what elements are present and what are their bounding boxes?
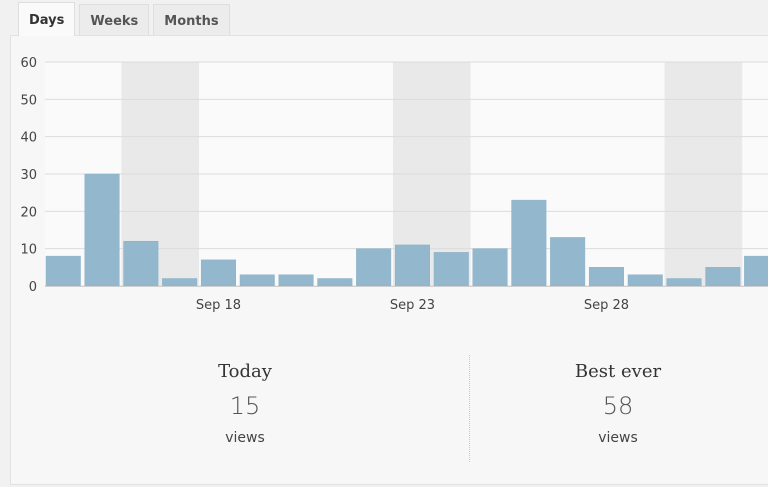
bar [239, 274, 275, 287]
y-tick-label: 60 [20, 56, 37, 71]
bar [45, 255, 81, 287]
bar [433, 252, 469, 287]
today-value: 15 [229, 392, 261, 420]
tab-months[interactable]: Months [153, 4, 230, 36]
best-ever-unit: views [598, 430, 638, 446]
bar [666, 278, 702, 287]
y-tick-label: 40 [20, 131, 37, 146]
tab-weeks[interactable]: Weeks [79, 4, 150, 36]
period-tabs: Days Weeks Months [18, 0, 234, 36]
y-tick-label: 50 [20, 93, 37, 108]
bar [394, 244, 430, 287]
bar [123, 240, 159, 287]
bar [588, 267, 624, 287]
bar [627, 274, 663, 287]
best-ever-value: 58 [602, 392, 634, 420]
bar [317, 278, 353, 287]
bar [278, 274, 314, 287]
bar [550, 237, 586, 287]
today-unit: views [225, 430, 265, 446]
x-tick-label: Sep 28 [584, 298, 629, 313]
bar [705, 267, 741, 287]
best-ever-stat: Best ever 58 views [388, 355, 768, 446]
bar [356, 248, 392, 287]
today-title: Today [218, 361, 272, 382]
bar [162, 278, 198, 287]
bar [744, 255, 768, 287]
stat-divider [469, 355, 470, 462]
best-ever-title: Best ever [574, 361, 662, 382]
bar [472, 248, 508, 287]
bar [200, 259, 236, 287]
tab-days[interactable]: Days [18, 2, 76, 36]
y-tick-label: 30 [20, 168, 37, 183]
x-tick-label: Sep 23 [390, 298, 435, 313]
views-bar-chart: 0 10 20 30 40 50 60 Sep 18 Sep 23 Sep 28 [20, 56, 768, 313]
today-stat: Today 15 views [15, 355, 475, 446]
bar [511, 199, 547, 287]
x-tick-label: Sep 18 [196, 298, 241, 313]
y-tick-label: 0 [29, 280, 37, 295]
bar [84, 173, 120, 287]
y-tick-label: 20 [20, 205, 37, 220]
y-tick-label: 10 [20, 243, 37, 258]
